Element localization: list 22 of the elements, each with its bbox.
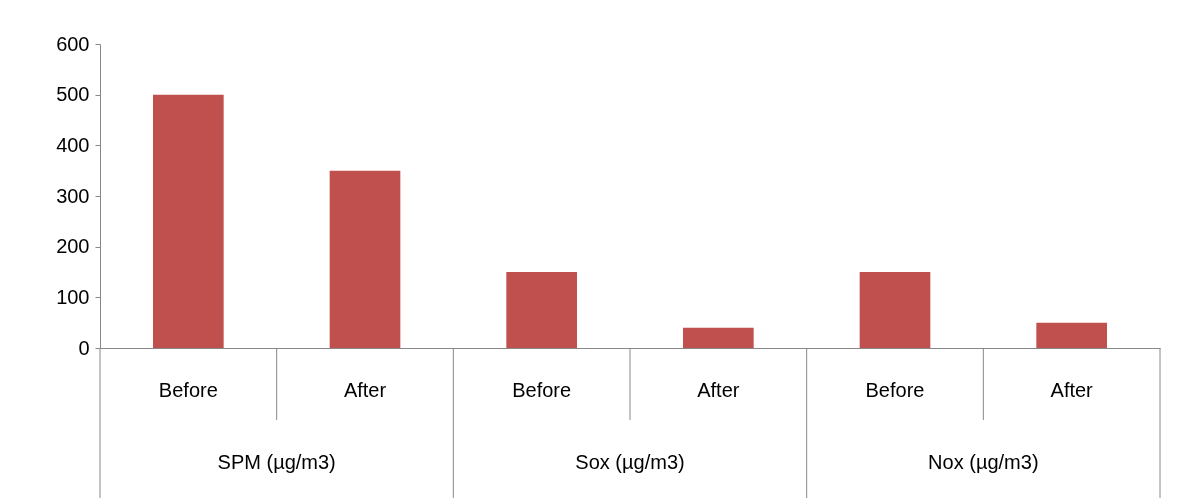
y-tick-label: 500 — [56, 83, 90, 106]
x-tick-label: After — [343, 379, 387, 401]
x-tick-label: Before — [512, 379, 572, 401]
y-tick-label: 300 — [56, 184, 90, 207]
x-tick-label: Before — [158, 379, 218, 401]
x-tick-label: After — [697, 379, 740, 401]
y-tick-label: 0 — [78, 336, 90, 359]
bar — [506, 272, 577, 348]
x-tick-label: After — [1050, 379, 1094, 401]
x-tick-label: Before — [865, 379, 925, 401]
bar — [1036, 322, 1107, 348]
text: Nox (µg/m3) — [928, 451, 1039, 473]
y-tick-label: 200 — [56, 235, 90, 258]
bar — [683, 327, 754, 348]
y-tick-label: 100 — [56, 285, 90, 308]
y-tick-label: 400 — [56, 133, 90, 156]
bar — [329, 170, 401, 348]
text: Sox (µg/m3) — [575, 451, 685, 473]
text: SPM (µg/m3) — [217, 451, 336, 473]
bar — [859, 272, 931, 348]
bar — [153, 94, 224, 348]
y-tick-label: 600 — [56, 32, 90, 55]
